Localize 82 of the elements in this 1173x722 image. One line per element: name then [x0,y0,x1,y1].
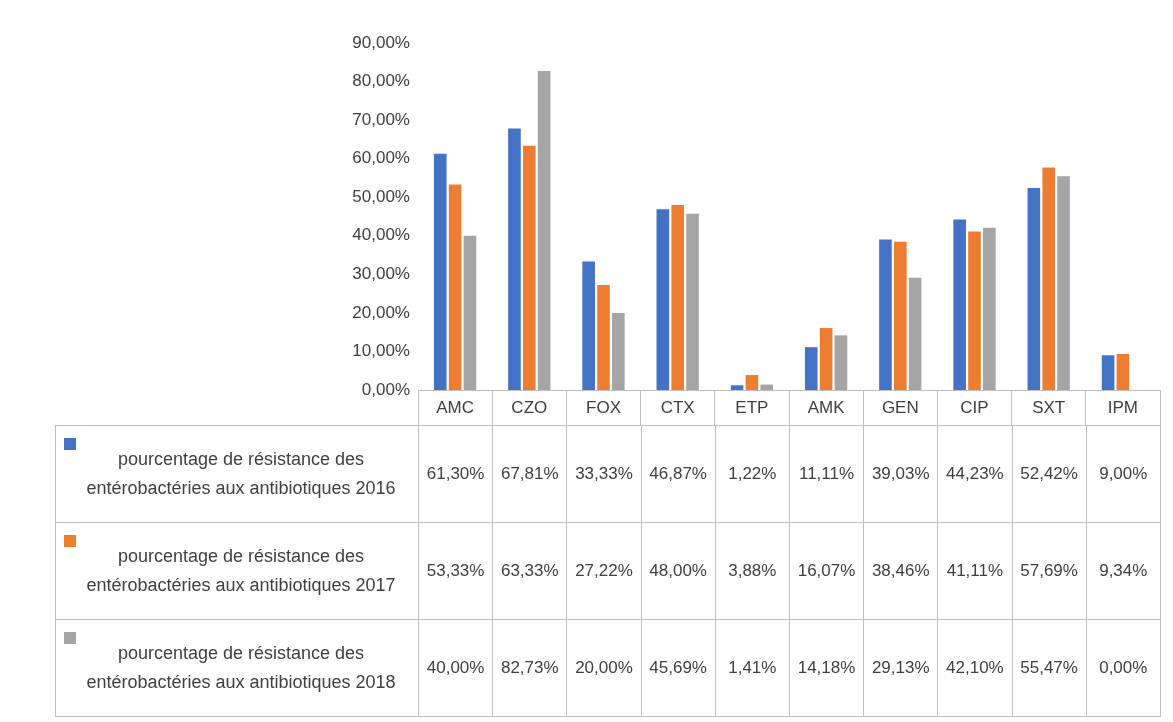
x-tick-label: FOX [586,397,621,417]
data-label: 46,87% [641,425,716,523]
data-label: 38,46% [863,522,938,620]
y-tick-label: 40,00% [352,225,410,245]
x-tick-label: CTX [660,397,695,417]
bar [953,219,966,390]
data-label: 9,34% [1086,522,1161,620]
y-tick-label: 90,00% [352,32,410,52]
bar [463,235,477,390]
bar [537,71,551,390]
bar [1116,353,1130,390]
data-label: 61,30% [418,425,493,523]
y-tick-label: 80,00% [352,71,410,91]
y-tick-label: 20,00% [352,302,410,322]
data-label: 16,07% [789,522,864,620]
bar [671,204,685,390]
data-label: 45,69% [641,619,716,717]
data-label: 1,41% [715,619,790,717]
data-label: 44,23% [937,425,1012,523]
bar [834,335,848,390]
data-label: 82,73% [492,619,567,717]
data-label: 57,69% [1012,522,1087,620]
bar [968,231,981,390]
bar [745,375,759,390]
bar [804,347,818,390]
x-tick-label: SXT [1032,397,1066,417]
bar [879,239,892,390]
y-tick-label: 30,00% [352,264,410,284]
data-label: 48,00% [641,522,716,620]
data-label: 20,00% [566,619,642,717]
data-label: 0,00% [1086,619,1161,717]
y-tick-label: 50,00% [352,186,410,206]
bar [983,227,996,390]
bar [508,128,521,390]
data-label: 29,13% [863,619,938,717]
data-label: 55,47% [1012,619,1087,717]
bar [730,385,744,390]
bar [1027,187,1041,390]
x-tick-label: AMC [436,397,474,417]
data-label: 3,88% [715,522,790,620]
data-label: 27,22% [566,522,642,620]
data-label: 39,03% [863,425,938,523]
data-label: 9,00% [1086,425,1161,523]
bar [893,241,907,390]
bar [819,328,833,390]
bar [597,285,610,390]
data-label: 63,33% [492,522,567,620]
bar [522,145,536,390]
bar [1042,167,1056,390]
bar [582,261,595,390]
data-label: 11,11% [789,425,864,523]
bar [448,184,462,390]
x-tick-label: CIP [960,397,989,417]
x-tick-label: GEN [881,397,919,417]
data-label: 53,33% [418,522,493,620]
bar [656,209,670,390]
x-tick-label: CZO [511,397,548,417]
bar [1101,355,1115,390]
y-tick-label: 70,00% [352,109,410,129]
legend-label: pourcentage de résistance des entérobactéries aux antibiotiques 2017 [85,545,397,597]
x-tick-label: AMK [807,397,846,417]
y-tick-label: 60,00% [352,148,410,168]
x-tick-label: ETP [735,397,769,417]
bar [433,153,447,390]
y-tick-label: 0,00% [361,379,410,399]
data-label: 1,22% [715,425,790,523]
data-label: 40,00% [418,619,493,717]
bar [1057,176,1070,390]
data-label: 33,33% [566,425,642,523]
legend-label: pourcentage de résistance des entérobactéries aux antibiotiques 2018 [85,642,397,694]
bar [686,213,699,390]
legend-label: pourcentage de résistance des entérobactéries aux antibiotiques 2016 [85,448,397,500]
data-label: 41,11% [937,522,1012,620]
bar [760,384,774,390]
bar [908,277,922,390]
data-label: 14,18% [789,619,864,717]
data-label: 52,42% [1012,425,1087,523]
data-label: 67,81% [492,425,567,523]
data-label: 42,10% [937,619,1012,717]
x-tick-label: IPM [1107,397,1139,417]
bar [612,312,625,390]
y-tick-label: 10,00% [352,341,410,361]
